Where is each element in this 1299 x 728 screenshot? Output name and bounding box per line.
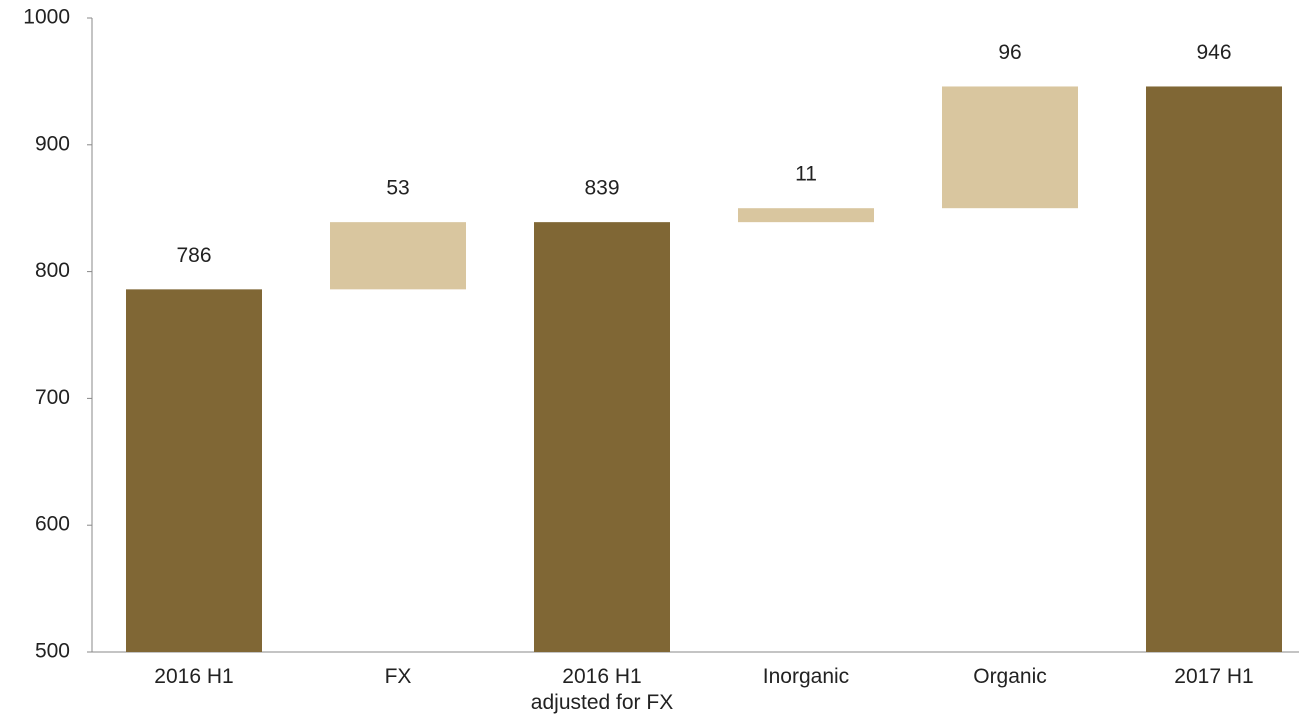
y-tick-label: 600 [35, 513, 70, 536]
bar [942, 86, 1078, 209]
bar [1146, 86, 1282, 653]
data-label: 786 [176, 244, 211, 267]
x-tick-label: 2016 H1 adjusted for FX [530, 665, 674, 714]
bar [738, 208, 874, 223]
data-label: 53 [386, 177, 409, 200]
x-tick-label: 2016 H1 [154, 665, 234, 688]
bar [330, 222, 466, 290]
y-tick-label: 1000 [23, 6, 70, 29]
data-label: 839 [584, 177, 619, 200]
x-tick-label: Inorganic [762, 665, 850, 688]
y-tick-label: 800 [35, 259, 70, 282]
bar [126, 289, 262, 652]
y-tick-label: 900 [35, 132, 70, 155]
bar [534, 222, 670, 652]
data-label: 946 [1196, 41, 1231, 64]
data-label: 96 [998, 41, 1021, 64]
x-tick-label: FX [384, 665, 412, 688]
x-tick-label: Organic [973, 665, 1047, 688]
data-label: 11 [795, 163, 817, 186]
y-tick-label: 500 [35, 640, 70, 663]
y-tick-label: 700 [35, 386, 70, 409]
x-tick-label: 2017 H1 [1174, 665, 1254, 688]
